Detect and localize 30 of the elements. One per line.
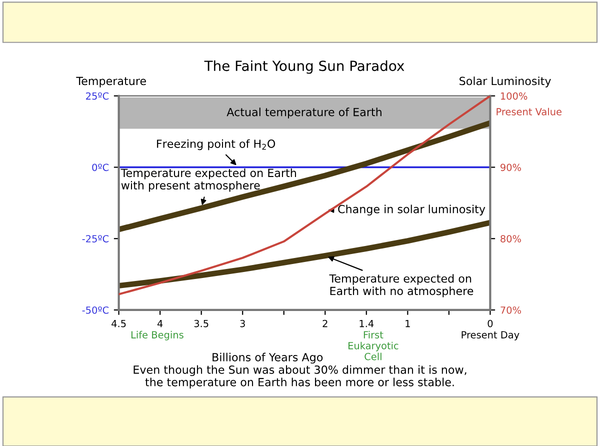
text: First Eukaryotic Cell <box>348 330 398 360</box>
y-tick-label: 0ºC <box>92 164 109 172</box>
y2-tick-label: 80% <box>500 235 521 242</box>
x-tick-label: 3.5 <box>194 320 208 328</box>
y2-tick-label: 100% <box>500 92 528 100</box>
x-tick-label: 1 <box>406 320 410 328</box>
annotation: Temperature expected on Earth with present atmosphere <box>120 168 296 192</box>
text: Life Begins <box>131 330 184 340</box>
y2-axis-title: Solar Luminosity <box>460 76 551 88</box>
text: Present Day <box>462 331 520 340</box>
x-tick-label: 4 <box>157 320 163 328</box>
x-tick-label: 3 <box>240 320 245 328</box>
annotation: Present Value <box>496 108 562 116</box>
y-axis-title: Temperature <box>76 76 146 88</box>
band-label: Actual temperature of Earth <box>226 108 382 118</box>
text: Even though the Sun was about 30% dimmer than it is now, the temperature on Earth has been more or less stable. <box>134 365 466 388</box>
annotation: Change in solar luminosity <box>338 204 486 216</box>
ref-line-label: Freezing point of H$_{2}$O <box>157 139 276 150</box>
x-tick-label: 1.4 <box>360 320 374 328</box>
x-tick-label: 0 <box>488 320 493 328</box>
chart-title: The Faint Young Sun Paradox <box>204 60 404 74</box>
y-tick-label: 25ºC <box>86 92 109 100</box>
y2-tick-label: 90% <box>500 164 521 172</box>
x-tick-label: 4.5 <box>112 320 126 328</box>
y2-tick-label: 70% <box>500 306 521 314</box>
y-tick-label: -50ºC <box>82 306 109 314</box>
x-axis-title: Billions of Years Ago <box>212 352 323 364</box>
annotation: Temperature expected on Earth with no atmosphere <box>329 274 474 298</box>
x-tick-label: 2 <box>322 320 328 328</box>
y-tick-label: -25ºC <box>82 235 109 242</box>
